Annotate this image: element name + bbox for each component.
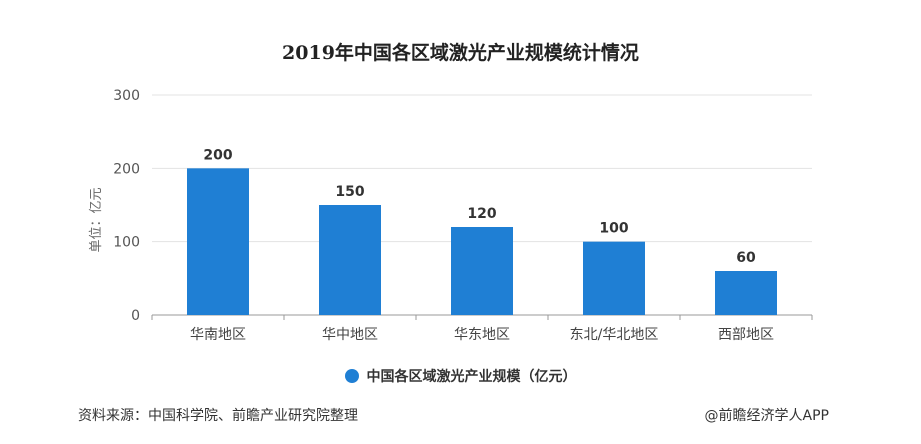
legend-swatch [344,369,359,383]
data-label: 200 [203,147,232,163]
x-tick-label: 华中地区 [322,327,378,343]
y-tick-label: 100 [113,235,140,251]
y-axis-label: 单位：亿元 [89,187,104,252]
data-label: 120 [467,206,496,222]
y-tick-label: 0 [131,308,140,324]
bar [715,271,777,315]
source-note: 资料来源：中国科学院、前瞻产业研究院整理 [78,408,358,424]
legend: 中国各区域激光产业规模（亿元） [0,366,921,386]
bar [187,168,249,315]
bar [451,227,513,315]
x-tick-label: 华东地区 [454,327,510,343]
data-label: 100 [599,221,628,237]
legend-label: 中国各区域激光产业规模（亿元） [366,369,577,385]
data-labels: 200 150 120 100 60 [203,147,756,266]
x-tick-label: 东北/华北地区 [570,327,659,343]
bar [583,241,645,315]
bars [187,168,777,315]
bar-chart: 0 100 200 300 华南地区 华中地区 华东地区 东北/华北地区 西部地区 200 150… [89,88,813,343]
x-tick-label: 华南地区 [190,327,246,343]
y-tick-label: 300 [113,88,140,104]
data-label: 60 [736,250,756,266]
x-tick-label: 西部地区 [718,327,774,343]
chart-title: 2019年中国各区域激光产业规模统计情况 [282,42,639,64]
bar [319,205,381,315]
data-label: 150 [335,184,364,200]
y-tick-label: 200 [113,161,140,177]
credit-text: @前瞻经济学人APP [704,408,829,424]
